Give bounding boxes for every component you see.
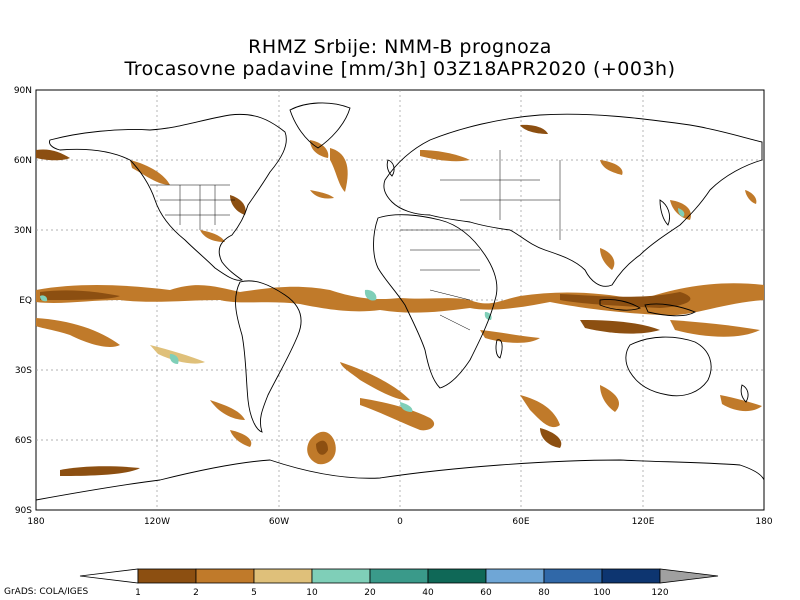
rain-band bbox=[36, 318, 120, 347]
rain-band bbox=[720, 395, 762, 412]
colorbar-segment bbox=[485, 568, 545, 584]
antarctica-coast bbox=[35, 459, 765, 501]
colorbar-tick-label: 20 bbox=[364, 588, 376, 598]
rain-core-heavy bbox=[484, 312, 492, 320]
itcz-rain-band bbox=[36, 283, 764, 316]
lon-tick: 120E bbox=[632, 517, 655, 527]
colorbar-tick-label: 5 bbox=[251, 588, 257, 598]
japan-outline bbox=[659, 199, 671, 226]
greenland-outline bbox=[289, 102, 351, 149]
rain-band bbox=[600, 160, 623, 175]
credit-label: GrADS: COLA/IGES bbox=[4, 587, 89, 597]
rain-band bbox=[200, 230, 225, 242]
africa-outline bbox=[373, 214, 498, 389]
rain-band bbox=[520, 395, 560, 428]
lat-tick: 30N bbox=[14, 226, 32, 236]
rain-core bbox=[40, 290, 120, 300]
colorbar-over-triangle bbox=[659, 568, 719, 584]
rain-band bbox=[670, 320, 760, 337]
colorbar-segment bbox=[543, 568, 603, 584]
rain-band bbox=[310, 190, 334, 199]
colorbar-tick-label: 120 bbox=[651, 588, 668, 598]
colorbar-under-triangle bbox=[79, 568, 139, 584]
rain-band bbox=[420, 150, 470, 162]
rain-band bbox=[600, 248, 615, 270]
lon-tick: 60W bbox=[269, 517, 289, 527]
lat-tick: 90S bbox=[15, 506, 32, 516]
colorbar-tick-label: 1 bbox=[135, 588, 141, 598]
lat-tick: 90N bbox=[14, 86, 32, 96]
colorbar-segment bbox=[195, 568, 255, 584]
colorbar-segment bbox=[253, 568, 313, 584]
map-subtitle: Trocasovne padavine [mm/3h] 03Z18APR2020… bbox=[124, 58, 676, 80]
lat-tick: 30S bbox=[15, 366, 32, 376]
lon-tick: 60E bbox=[512, 517, 529, 527]
rain-band bbox=[130, 160, 170, 185]
new-zealand-outline bbox=[740, 384, 749, 403]
colorbar: 1 2 5 10 20 40 60 80 100 120 bbox=[79, 568, 719, 598]
rain-band bbox=[60, 466, 140, 476]
rain-band bbox=[36, 149, 70, 161]
rain-band bbox=[150, 345, 205, 364]
latitude-labels: 90N 60N 30N EQ 30S 60S 90S bbox=[14, 86, 32, 516]
colorbar-tick-label: 2 bbox=[193, 588, 199, 598]
colorbar-segment bbox=[601, 568, 661, 584]
rain-core-heavy bbox=[364, 289, 377, 301]
colorbar-tick-label: 10 bbox=[306, 588, 318, 598]
borders bbox=[150, 150, 561, 331]
longitude-labels: 180 120W 60W 0 60E 120E 180 bbox=[27, 517, 772, 527]
uk-outline bbox=[386, 159, 395, 177]
lon-tick: 120W bbox=[144, 517, 170, 527]
precipitation-areas bbox=[36, 124, 764, 476]
rain-band bbox=[745, 190, 757, 204]
lat-tick: EQ bbox=[19, 296, 32, 306]
colorbar-segment bbox=[427, 568, 487, 584]
rain-band bbox=[230, 430, 252, 447]
colorbar-tick-label: 100 bbox=[593, 588, 610, 598]
lat-tick: 60S bbox=[15, 436, 32, 446]
colorbar-tick-label: 40 bbox=[422, 588, 434, 598]
rain-band bbox=[330, 148, 348, 192]
lat-tick: 60N bbox=[14, 156, 32, 166]
colorbar-segment bbox=[311, 568, 371, 584]
lon-tick: 0 bbox=[397, 517, 403, 527]
lon-tick: 180 bbox=[27, 517, 44, 527]
rain-core-heavy bbox=[169, 354, 179, 364]
rain-band bbox=[540, 428, 562, 448]
rain-band bbox=[600, 385, 620, 412]
south-america-outline bbox=[235, 280, 302, 433]
colorbar-tick-label: 60 bbox=[480, 588, 492, 598]
storm-core bbox=[316, 440, 328, 455]
rain-core-heavy bbox=[400, 402, 413, 412]
madagascar-outline bbox=[495, 339, 503, 359]
rain-core-heavy bbox=[678, 208, 685, 217]
map-title: RHMZ Srbije: NMM-B prognoza bbox=[248, 36, 552, 58]
australia-outline bbox=[625, 336, 712, 397]
rain-band bbox=[310, 140, 329, 158]
new-guinea-outline bbox=[644, 303, 697, 317]
coastlines bbox=[35, 102, 765, 501]
lon-tick: 180 bbox=[755, 517, 772, 527]
rain-core-heavy bbox=[40, 295, 48, 302]
rain-band bbox=[580, 320, 660, 334]
rain-band bbox=[520, 124, 548, 134]
colorbar-segment bbox=[137, 568, 197, 584]
rain-band bbox=[480, 330, 540, 343]
colorbar-tick-label: 80 bbox=[538, 588, 550, 598]
eurasia-outline bbox=[383, 113, 763, 287]
colorbar-segment bbox=[369, 568, 429, 584]
north-america-outline bbox=[49, 113, 287, 281]
indonesia-outline bbox=[599, 299, 642, 311]
rain-band bbox=[360, 398, 435, 431]
rain-band bbox=[340, 362, 410, 401]
rain-band bbox=[210, 400, 245, 420]
